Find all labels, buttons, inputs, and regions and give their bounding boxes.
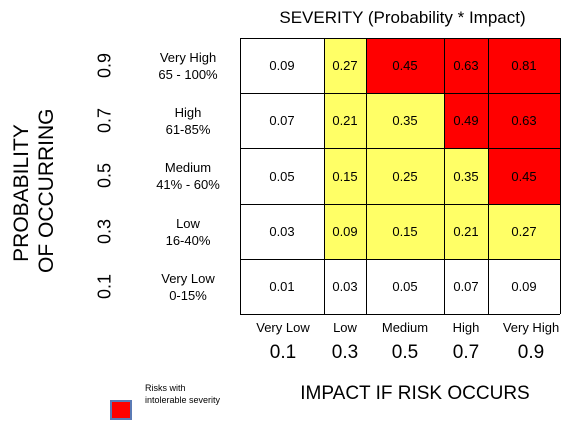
row-label-name: Medium [164, 160, 212, 175]
row-label-name: Very Low [161, 270, 215, 286]
matrix-cell: 0.21 [324, 93, 366, 148]
x-tick-label: 0.3 [331, 342, 359, 363]
row-label-name: High [174, 104, 202, 120]
matrix-cell: 0.01 [240, 259, 324, 314]
row-label: High 61-85% [133, 104, 243, 138]
row-label-range: 0-15% [169, 287, 207, 303]
matrix-cell: 0.45 [366, 38, 444, 93]
x-category-label: Very High [502, 320, 560, 335]
row-label-range: 61-85% [165, 121, 211, 137]
x-tick-label: 0.9 [517, 342, 545, 363]
matrix-cell: 0.03 [324, 259, 366, 314]
x-tick-label: 0.7 [452, 342, 480, 363]
matrix-cell: 0.05 [240, 148, 324, 204]
matrix-cell: 0.21 [444, 204, 488, 259]
x-category-label: Low [333, 320, 357, 335]
y-axis-title: PROBABILITY OF OCCURRING [0, 108, 70, 274]
matrix-cell: 0.07 [444, 259, 488, 314]
y-tick-label: 0.1 [94, 273, 115, 299]
x-category-label: Medium [381, 320, 429, 335]
grid-line-horizontal [240, 313, 560, 315]
legend-swatch [110, 400, 132, 420]
grid-line-horizontal [240, 37, 560, 39]
row-label-name: Very High [159, 49, 217, 65]
matrix-cell: 0.15 [366, 204, 444, 259]
legend-label-line1: Risks with [145, 383, 186, 393]
row-label: Very Low 0-15% [133, 270, 243, 304]
grid-line-vertical [443, 38, 445, 314]
matrix-cell: 0.63 [444, 38, 488, 93]
y-tick-label: 0.5 [94, 162, 115, 189]
x-axis-title: IMPACT IF RISK OCCURS [300, 383, 530, 404]
legend-label-line2: intolerable severity [145, 395, 221, 405]
grid-line-vertical [365, 38, 367, 314]
grid-line-vertical [323, 38, 325, 314]
row-label: Low 16-40% [133, 215, 243, 249]
grid-line-horizontal [240, 258, 560, 260]
row-label: Medium 41% - 60% [133, 159, 243, 193]
matrix-cell: 0.09 [488, 259, 560, 314]
matrix-cell: 0.09 [324, 204, 366, 259]
x-category-label: High [452, 320, 480, 335]
matrix-cell: 0.81 [488, 38, 560, 93]
row-label: Very High 65 - 100% [133, 49, 243, 83]
x-tick-label: 0.5 [391, 342, 419, 363]
matrix-cell: 0.27 [488, 204, 560, 259]
grid-line-vertical [559, 38, 561, 314]
matrix-cell: 0.07 [240, 93, 324, 148]
y-axis-title-line1: PROBABILITY [10, 124, 33, 262]
x-tick-label: 0.1 [269, 342, 297, 363]
grid-line-vertical [239, 38, 241, 314]
chart-title: SEVERITY (Probability * Impact) [279, 8, 526, 27]
grid-line-horizontal [240, 92, 560, 94]
row-label-range: 65 - 100% [158, 66, 218, 82]
matrix-cell: 0.15 [324, 148, 366, 204]
matrix-cell: 0.25 [366, 148, 444, 204]
row-label-range: 41% - 60% [156, 177, 220, 192]
matrix-cell: 0.45 [488, 148, 560, 204]
y-tick-label: 0.3 [94, 218, 115, 244]
matrix-cell: 0.05 [366, 259, 444, 314]
y-tick-label: 0.9 [94, 52, 115, 78]
row-label-range: 16-40% [165, 232, 211, 248]
legend-label: Risks with intolerable severity [145, 382, 220, 406]
y-tick-label: 0.7 [94, 107, 115, 133]
x-category-label: Very Low [256, 320, 310, 335]
grid-line-horizontal [240, 203, 560, 205]
matrix-cell: 0.63 [488, 93, 560, 148]
matrix-cell: 0.49 [444, 93, 488, 148]
matrix-cell: 0.35 [444, 148, 488, 204]
grid-line-horizontal [240, 147, 560, 149]
matrix-cell: 0.27 [324, 38, 366, 93]
y-axis-title-line2: OF OCCURRING [35, 108, 58, 274]
matrix-cell: 0.03 [240, 204, 324, 259]
grid-line-vertical [487, 38, 489, 314]
matrix-cell: 0.35 [366, 93, 444, 148]
matrix-cell: 0.09 [240, 38, 324, 93]
row-label-name: Low [176, 215, 200, 231]
